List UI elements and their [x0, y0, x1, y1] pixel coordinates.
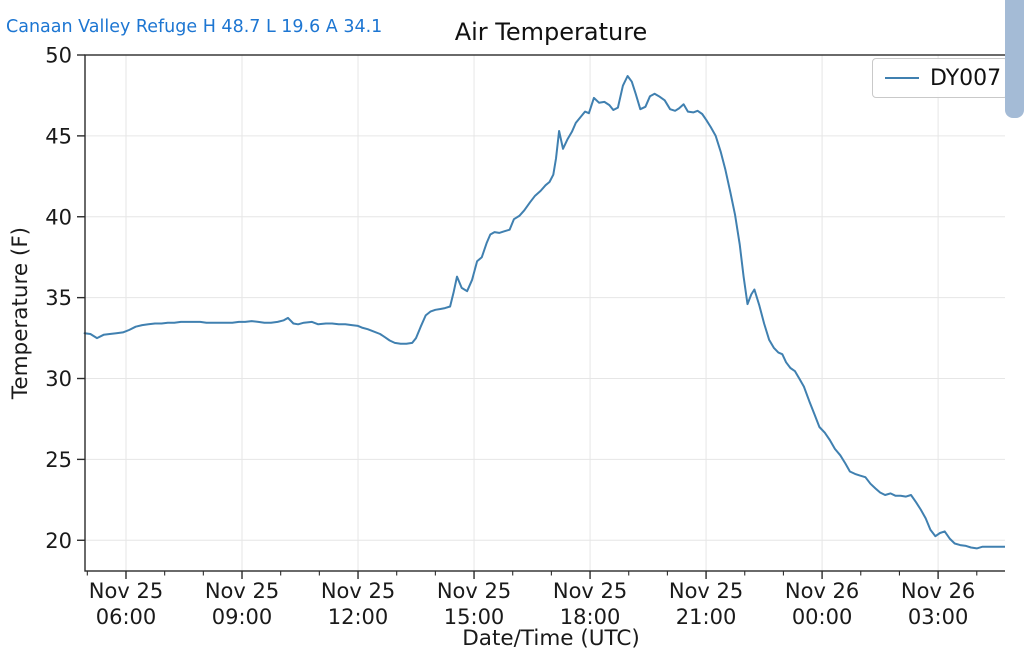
x-tick-label-date: Nov 25 — [205, 579, 279, 603]
x-tick-label-date: Nov 25 — [89, 579, 163, 603]
x-tick-label-time: 12:00 — [328, 605, 389, 629]
x-tick-label-time: 00:00 — [792, 605, 853, 629]
x-axis-label: Date/Time (UTC) — [462, 626, 640, 651]
y-tick-label: 20 — [45, 529, 72, 553]
chart-title: Air Temperature — [454, 18, 648, 46]
y-tick-label: 50 — [45, 44, 72, 68]
y-tick-label: 45 — [45, 124, 72, 148]
x-tick-label-date: Nov 26 — [901, 579, 975, 603]
scrollbar-thumb[interactable] — [1005, 0, 1024, 118]
temperature-line — [83, 75, 1017, 550]
scrollbar-track[interactable] — [1005, 0, 1024, 662]
x-tick-label-date: Nov 25 — [553, 579, 627, 603]
x-tick-label-date: Nov 25 — [437, 579, 511, 603]
legend-series-label: DY007 — [930, 65, 1002, 91]
x-tick-label-time: 03:00 — [908, 605, 969, 629]
y-tick-label: 35 — [45, 286, 72, 310]
y-tick-label: 25 — [45, 448, 72, 472]
x-tick-label-time: 18:00 — [560, 605, 621, 629]
x-tick-label-time: 21:00 — [676, 605, 737, 629]
x-tick-label-time: 06:00 — [96, 605, 157, 629]
x-tick-label-time: 15:00 — [444, 605, 505, 629]
legend-line-sample-icon — [885, 76, 919, 80]
station-summary-label: Canaan Valley Refuge H 48.7 L 19.6 A 34.… — [6, 17, 383, 37]
x-tick-label-date: Nov 25 — [669, 579, 743, 603]
plot-frame — [84, 54, 1018, 572]
x-tick-label-date: Nov 25 — [321, 579, 395, 603]
legend: DY007 — [872, 58, 1008, 98]
y-tick-label: 40 — [45, 205, 72, 229]
x-tick-label-time: 09:00 — [212, 605, 273, 629]
x-tick-label-date: Nov 26 — [785, 579, 859, 603]
y-tick-label: 30 — [45, 367, 72, 391]
y-axis-label: Temperature (F) — [8, 226, 33, 400]
